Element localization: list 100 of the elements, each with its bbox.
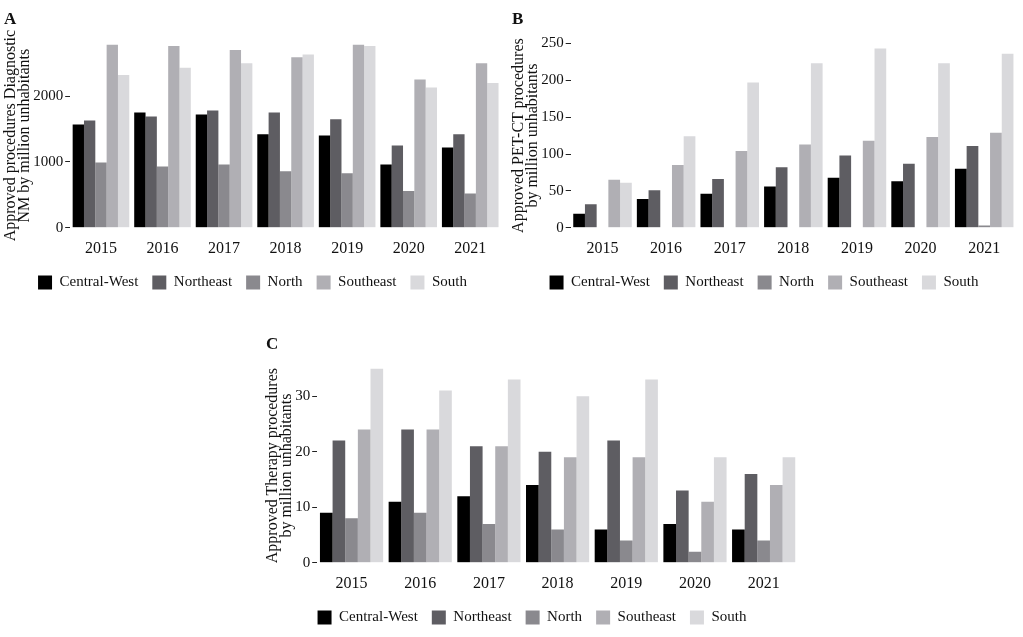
y-tick-label: 10: [295, 498, 311, 515]
legend-label: Southeast: [338, 273, 398, 290]
bar: [179, 67, 191, 228]
bar: [302, 54, 314, 228]
x-tick-label: 2016: [404, 573, 437, 591]
bar: [891, 181, 904, 228]
bar: [507, 379, 521, 563]
bar: [134, 112, 146, 228]
x-tick-label: 2018: [777, 238, 810, 256]
x-tick-label: 2018: [269, 238, 302, 256]
bar: [620, 182, 632, 228]
bar: [425, 87, 437, 228]
y-tick-label: 2000: [33, 87, 64, 104]
bar: [926, 137, 939, 228]
x-tick-label: 2017: [472, 573, 505, 591]
bar: [145, 116, 157, 228]
chart-title: A: [4, 8, 17, 28]
bar: [475, 63, 488, 228]
bar: [195, 114, 208, 228]
bar: [218, 164, 230, 228]
bar: [576, 396, 590, 563]
bar: [526, 485, 539, 563]
legend-label: North: [547, 608, 583, 625]
bar: [229, 49, 242, 228]
x-tick-label: 2021: [747, 573, 780, 591]
bar: [862, 140, 875, 228]
bar: [370, 368, 384, 563]
bar: [117, 75, 130, 228]
x-tick-label: 2021: [454, 238, 487, 256]
bar: [636, 199, 649, 228]
bar: [735, 151, 748, 228]
bar: [391, 145, 404, 228]
bar: [487, 82, 499, 228]
bar: [732, 529, 745, 563]
bar: [413, 512, 427, 563]
y-tick-label: 20: [295, 442, 311, 459]
bar: [1001, 53, 1014, 228]
legend-label: South: [431, 273, 468, 290]
legend-label: Northeast: [173, 273, 233, 290]
y-tick-label: 30: [295, 387, 311, 404]
bar: [72, 124, 84, 228]
bar: [403, 190, 415, 228]
bar: [608, 179, 621, 228]
x-tick-label: 2020: [904, 238, 937, 256]
bar: [839, 155, 852, 228]
bar: [563, 457, 577, 563]
bar: [712, 179, 724, 228]
bar: [663, 523, 677, 563]
bar: [769, 485, 783, 563]
bar: [330, 119, 342, 228]
bar: [619, 540, 633, 563]
bar: [683, 136, 696, 228]
bar: [441, 147, 454, 228]
legend-label: South: [711, 608, 747, 625]
bar: [357, 429, 371, 563]
y-tick-label: 150: [541, 108, 564, 125]
bar: [83, 120, 96, 228]
bar: [671, 165, 684, 228]
x-tick-label: 2019: [840, 238, 873, 256]
legend-label: Central-West: [339, 608, 419, 625]
bar: [551, 529, 564, 563]
bar: [345, 518, 358, 563]
y-tick-label: 0: [55, 218, 64, 235]
x-tick-label: 2018: [541, 573, 574, 591]
x-tick-label: 2017: [713, 238, 746, 256]
bar: [401, 429, 414, 563]
y-tick-label: 100: [541, 144, 564, 161]
bar: [938, 63, 950, 228]
bar: [688, 551, 702, 563]
bar: [700, 193, 713, 228]
legend-label: Central-West: [571, 273, 651, 290]
bar: [990, 132, 1002, 228]
y-axis-title: Approved Therapy procedures by million unhabitants: [263, 368, 295, 564]
bar: [903, 163, 915, 228]
bar: [106, 44, 118, 228]
x-tick-label: 2019: [331, 238, 364, 256]
bar: [799, 144, 811, 228]
bar: [827, 177, 840, 228]
bar: [414, 79, 426, 228]
legend-label: North: [779, 273, 815, 290]
bar: [584, 204, 597, 228]
bar: [469, 446, 483, 563]
y-axis-title: Approved procedures Diagnostic NM by million unhabitants: [1, 29, 33, 242]
bar: [482, 523, 496, 563]
x-tick-label: 2015: [335, 573, 368, 591]
bar: [966, 145, 979, 228]
y-tick-label: 50: [548, 181, 564, 198]
x-tick-label: 2020: [392, 238, 425, 256]
bar: [268, 112, 280, 228]
bar: [380, 164, 392, 228]
y-tick-label: 0: [302, 553, 311, 570]
y-tick-label: 0: [556, 218, 564, 235]
bar: [713, 457, 727, 563]
chart-title: B: [512, 8, 524, 28]
bar: [775, 167, 788, 228]
bar: [332, 440, 346, 563]
bar: [453, 134, 465, 228]
bar: [291, 57, 303, 228]
bar: [426, 429, 440, 563]
bar: [388, 501, 402, 563]
